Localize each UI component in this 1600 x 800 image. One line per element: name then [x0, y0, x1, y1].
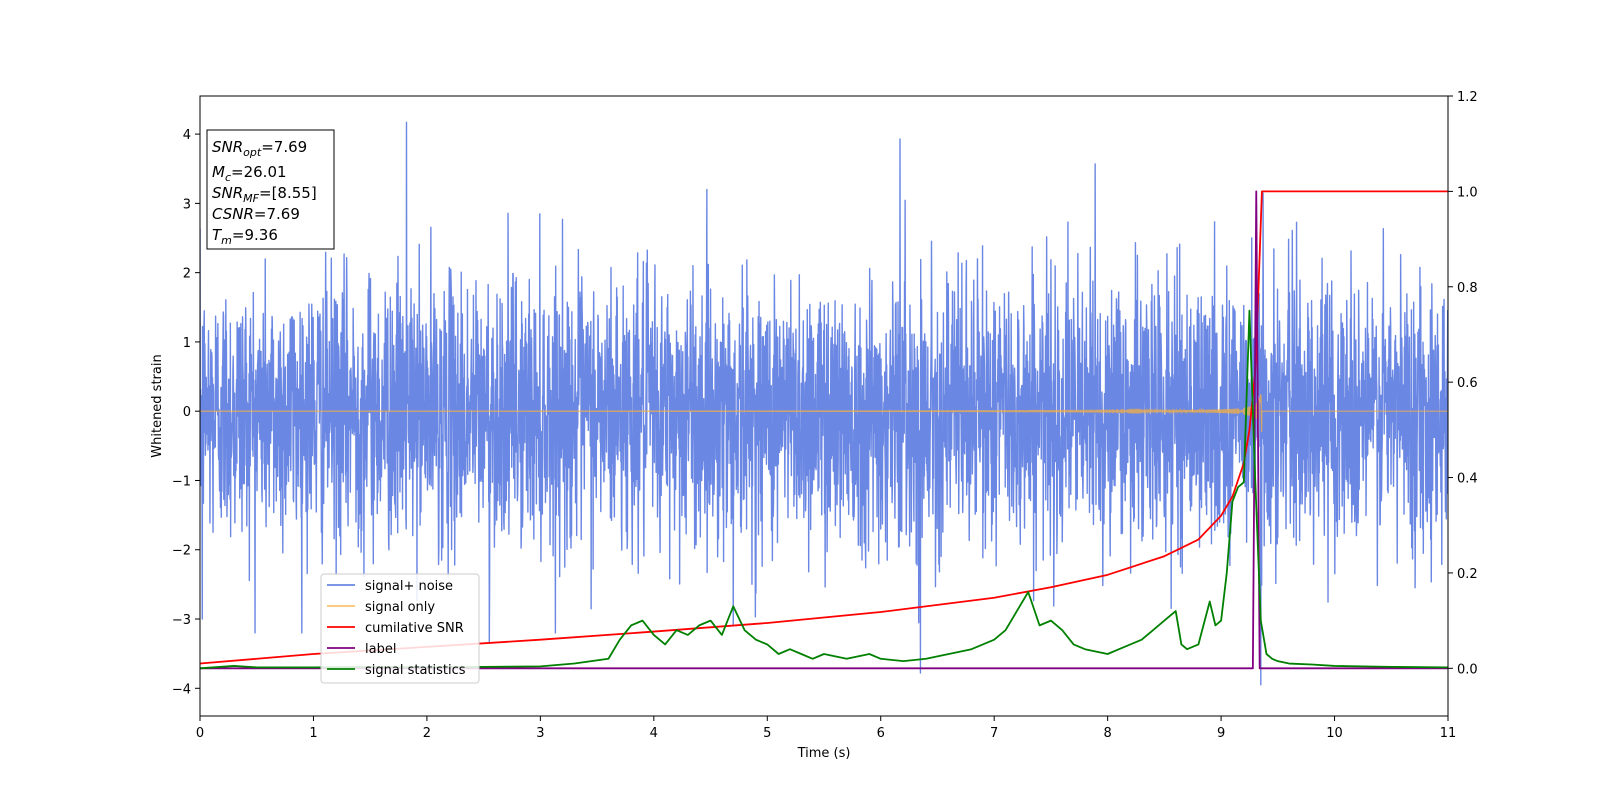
y2-tick-label: 1.0 — [1457, 185, 1478, 200]
y-tick-label: −2 — [172, 544, 191, 559]
y-tick-label: −4 — [172, 682, 191, 697]
y-tick-label: 0 — [183, 405, 191, 420]
info-line: CSNR=7.69 — [212, 205, 300, 223]
legend-frame — [320, 573, 480, 684]
series-layer — [200, 121, 1448, 686]
x-tick-label: 3 — [536, 726, 544, 741]
series-signal-statistics-line — [200, 309, 1448, 670]
x-tick-label: 4 — [650, 726, 658, 741]
legend-label: signal statistics — [365, 663, 466, 678]
y-tick-label: 1 — [183, 336, 191, 351]
y-axis-label: Whitened strain — [150, 354, 165, 457]
y-tick-label: 4 — [183, 128, 191, 143]
y2-tick-label: 0.2 — [1457, 567, 1478, 582]
ticks-layer: 0 1 2 3 4 5 6 7 8 9 10 11 −4 −3 −2 −1 0 1 2 3 4 0.0 0.2 0.4 0.6 0… — [172, 90, 1478, 741]
series-label-line — [200, 190, 1448, 670]
x-tick-label: 10 — [1326, 726, 1343, 741]
x-tick-label: 9 — [1217, 726, 1225, 741]
y2-tick-label: 0.6 — [1457, 376, 1478, 391]
x-tick-label: 0 — [196, 726, 204, 741]
x-tick-label: 8 — [1103, 726, 1111, 741]
x-tick-label: 7 — [990, 726, 998, 741]
y2-tick-label: 0.8 — [1457, 281, 1478, 296]
info-line: Tm=9.36 — [212, 226, 278, 247]
x-tick-label: 2 — [423, 726, 431, 741]
legend-label: label — [365, 642, 396, 657]
y2-tick-label: 1.2 — [1457, 90, 1478, 105]
legend-label: signal+ noise — [365, 579, 453, 594]
x-tick-label: 1 — [309, 726, 317, 741]
y-tick-label: 2 — [183, 267, 191, 282]
x-tick-label: 11 — [1440, 726, 1457, 741]
x-tick-label: 5 — [763, 726, 771, 741]
y2-tick-label: 0.4 — [1457, 472, 1478, 487]
y-tick-label: −3 — [172, 613, 191, 628]
info-line: Mc=26.01 — [212, 163, 287, 184]
series-signal-only-line — [200, 393, 1448, 432]
info-line: SNRMF=[8.55] — [212, 184, 317, 205]
plot-frame — [199, 95, 1449, 717]
y-tick-label: −1 — [172, 474, 191, 489]
x-axis-label: Time (s) — [797, 746, 851, 761]
y-tick-label: 3 — [183, 197, 191, 212]
info-box: SNRopt=7.69 Mc=26.01SNRMF=[8.55]CSNR=7.69… — [206, 129, 335, 250]
y2-tick-label: 0.0 — [1457, 662, 1478, 677]
info-line: SNRopt=7.69 — [212, 138, 307, 159]
legend: signal+ noise signal only cumilative SNR la… — [320, 573, 480, 684]
x-tick-label: 6 — [877, 726, 885, 741]
legend-label: cumilative SNR — [365, 621, 464, 636]
info-box-frame — [206, 129, 335, 250]
legend-label: signal only — [365, 600, 435, 615]
